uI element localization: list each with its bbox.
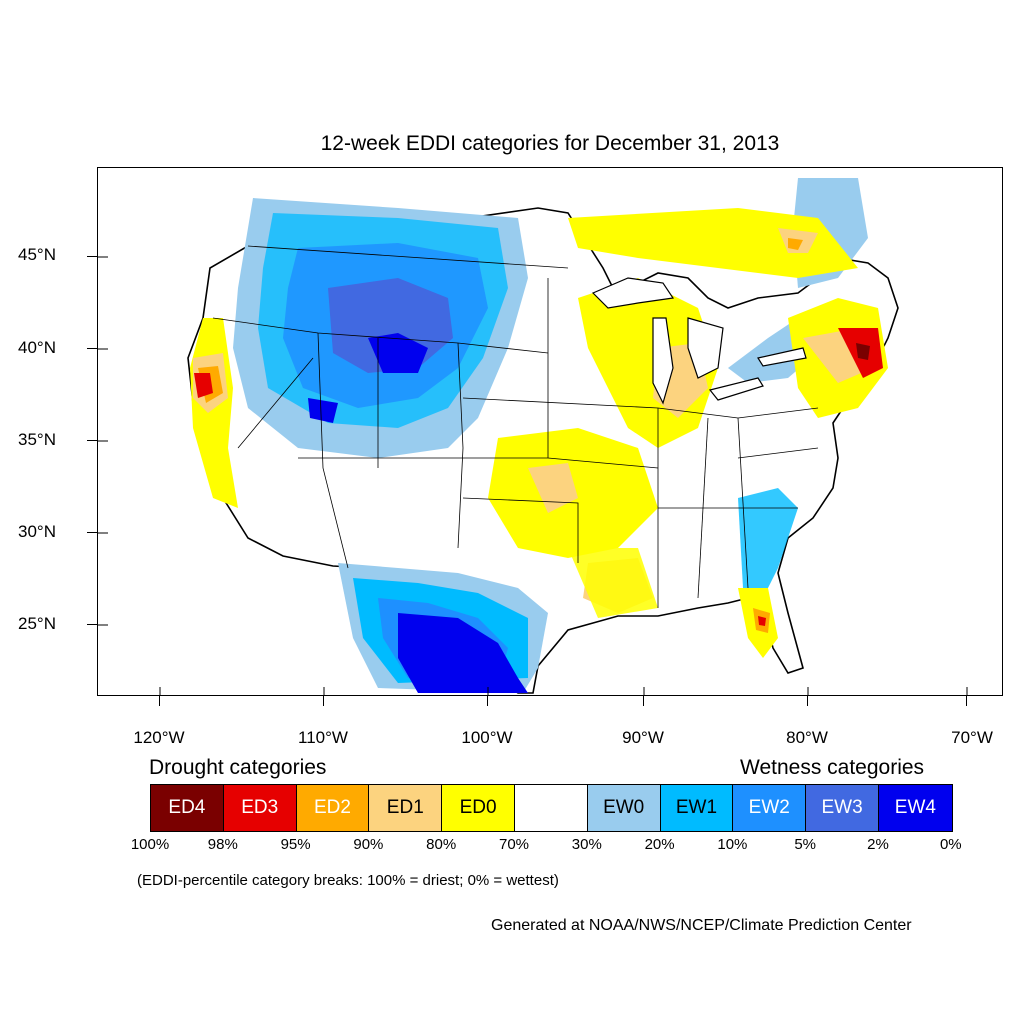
legend-cell-ed3: ED3	[223, 785, 297, 831]
map-title: 12-week EDDI categories for December 31,…	[320, 132, 780, 155]
eddi-map	[98, 178, 968, 695]
ew1-region-southeast	[738, 488, 798, 608]
legend-cell-ew3: EW3	[806, 785, 879, 831]
lat-label-35: 35°N	[18, 430, 56, 449]
legend-cell-ed4: ED4	[151, 785, 224, 831]
ed2-spot-canada	[788, 238, 803, 250]
ed0-region-canada-north	[568, 208, 858, 278]
legend-cell-ed1: ED1	[369, 785, 443, 831]
legend-cell-ed2: ED2	[296, 785, 370, 831]
percentile-label: 0%	[939, 836, 962, 853]
lat-tick	[87, 624, 97, 625]
frame-ticks	[98, 256, 968, 695]
lon-tick	[643, 696, 644, 706]
lake-superior	[591, 277, 675, 309]
ed0-region-mississippi	[568, 548, 658, 618]
legend-cell-ew0: EW0	[587, 785, 661, 831]
lon-label-100: 100°W	[461, 728, 513, 747]
ed4-spot-northeast	[856, 343, 870, 360]
percentile-label: 5%	[794, 836, 817, 853]
ew4-spot-1	[368, 333, 428, 373]
legend-cell-ew2: EW2	[733, 785, 807, 831]
lon-tick	[487, 696, 488, 706]
lake-erie	[708, 377, 764, 401]
percentile-label: 98%	[207, 836, 238, 853]
category-legend-bar: ED4 ED3 ED2 ED1 ED0 EW0 EW1 EW2 EW3 EW4	[150, 784, 953, 832]
wetness-categories-heading: Wetness categories	[740, 756, 925, 779]
lat-label-25: 25°N	[18, 614, 56, 633]
lon-label-70: 70°W	[951, 728, 993, 747]
lat-label-45: 45°N	[18, 245, 56, 264]
percentile-label: 95%	[280, 836, 311, 853]
lon-tick	[323, 696, 324, 706]
drought-categories-heading: Drought categories	[149, 756, 327, 779]
lon-label-120: 120°W	[133, 728, 185, 747]
legend-cell-ed0: ED0	[442, 785, 515, 831]
lat-tick	[87, 532, 97, 533]
lake-michigan	[652, 317, 674, 405]
map-panel	[97, 167, 1003, 696]
percentile-label: 100%	[130, 836, 170, 853]
ed3-region-california	[194, 373, 213, 398]
lon-label-80: 80°W	[786, 728, 828, 747]
lat-label-30: 30°N	[18, 522, 56, 541]
percentile-label: 30%	[571, 836, 602, 853]
lon-label-90: 90°W	[622, 728, 664, 747]
percentile-label: 80%	[426, 836, 457, 853]
lon-tick	[966, 696, 967, 706]
lake-ontario	[757, 347, 807, 367]
percentile-label: 90%	[353, 836, 384, 853]
lake-huron	[687, 317, 724, 379]
percentile-label: 10%	[717, 836, 748, 853]
state-boundaries	[212, 245, 819, 608]
ed1-region-southcentral	[528, 463, 578, 513]
percentile-label: 2%	[867, 836, 889, 853]
ew4-region-south	[398, 613, 528, 693]
lat-tick	[87, 348, 97, 349]
lat-label-40: 40°N	[18, 338, 56, 357]
credit-line: Generated at NOAA/NWS/NCEP/Climate Predi…	[491, 917, 912, 934]
lon-tick	[807, 696, 808, 706]
ed3-spot-florida	[758, 616, 766, 626]
percentile-label: 20%	[644, 836, 675, 853]
legend-cell-ew4: EW4	[878, 785, 952, 831]
legend-cell-ew1: EW1	[660, 785, 734, 831]
lon-label-110: 110°W	[298, 728, 348, 747]
percentile-label: 70%	[498, 836, 530, 853]
lon-tick	[159, 696, 160, 706]
ew4-spot-2	[308, 398, 338, 423]
lat-tick	[87, 440, 97, 441]
legend-cell-normal	[514, 785, 588, 831]
category-breaks-note: (EDDI-percentile category breaks: 100% =…	[137, 872, 559, 889]
lat-tick	[87, 256, 97, 257]
